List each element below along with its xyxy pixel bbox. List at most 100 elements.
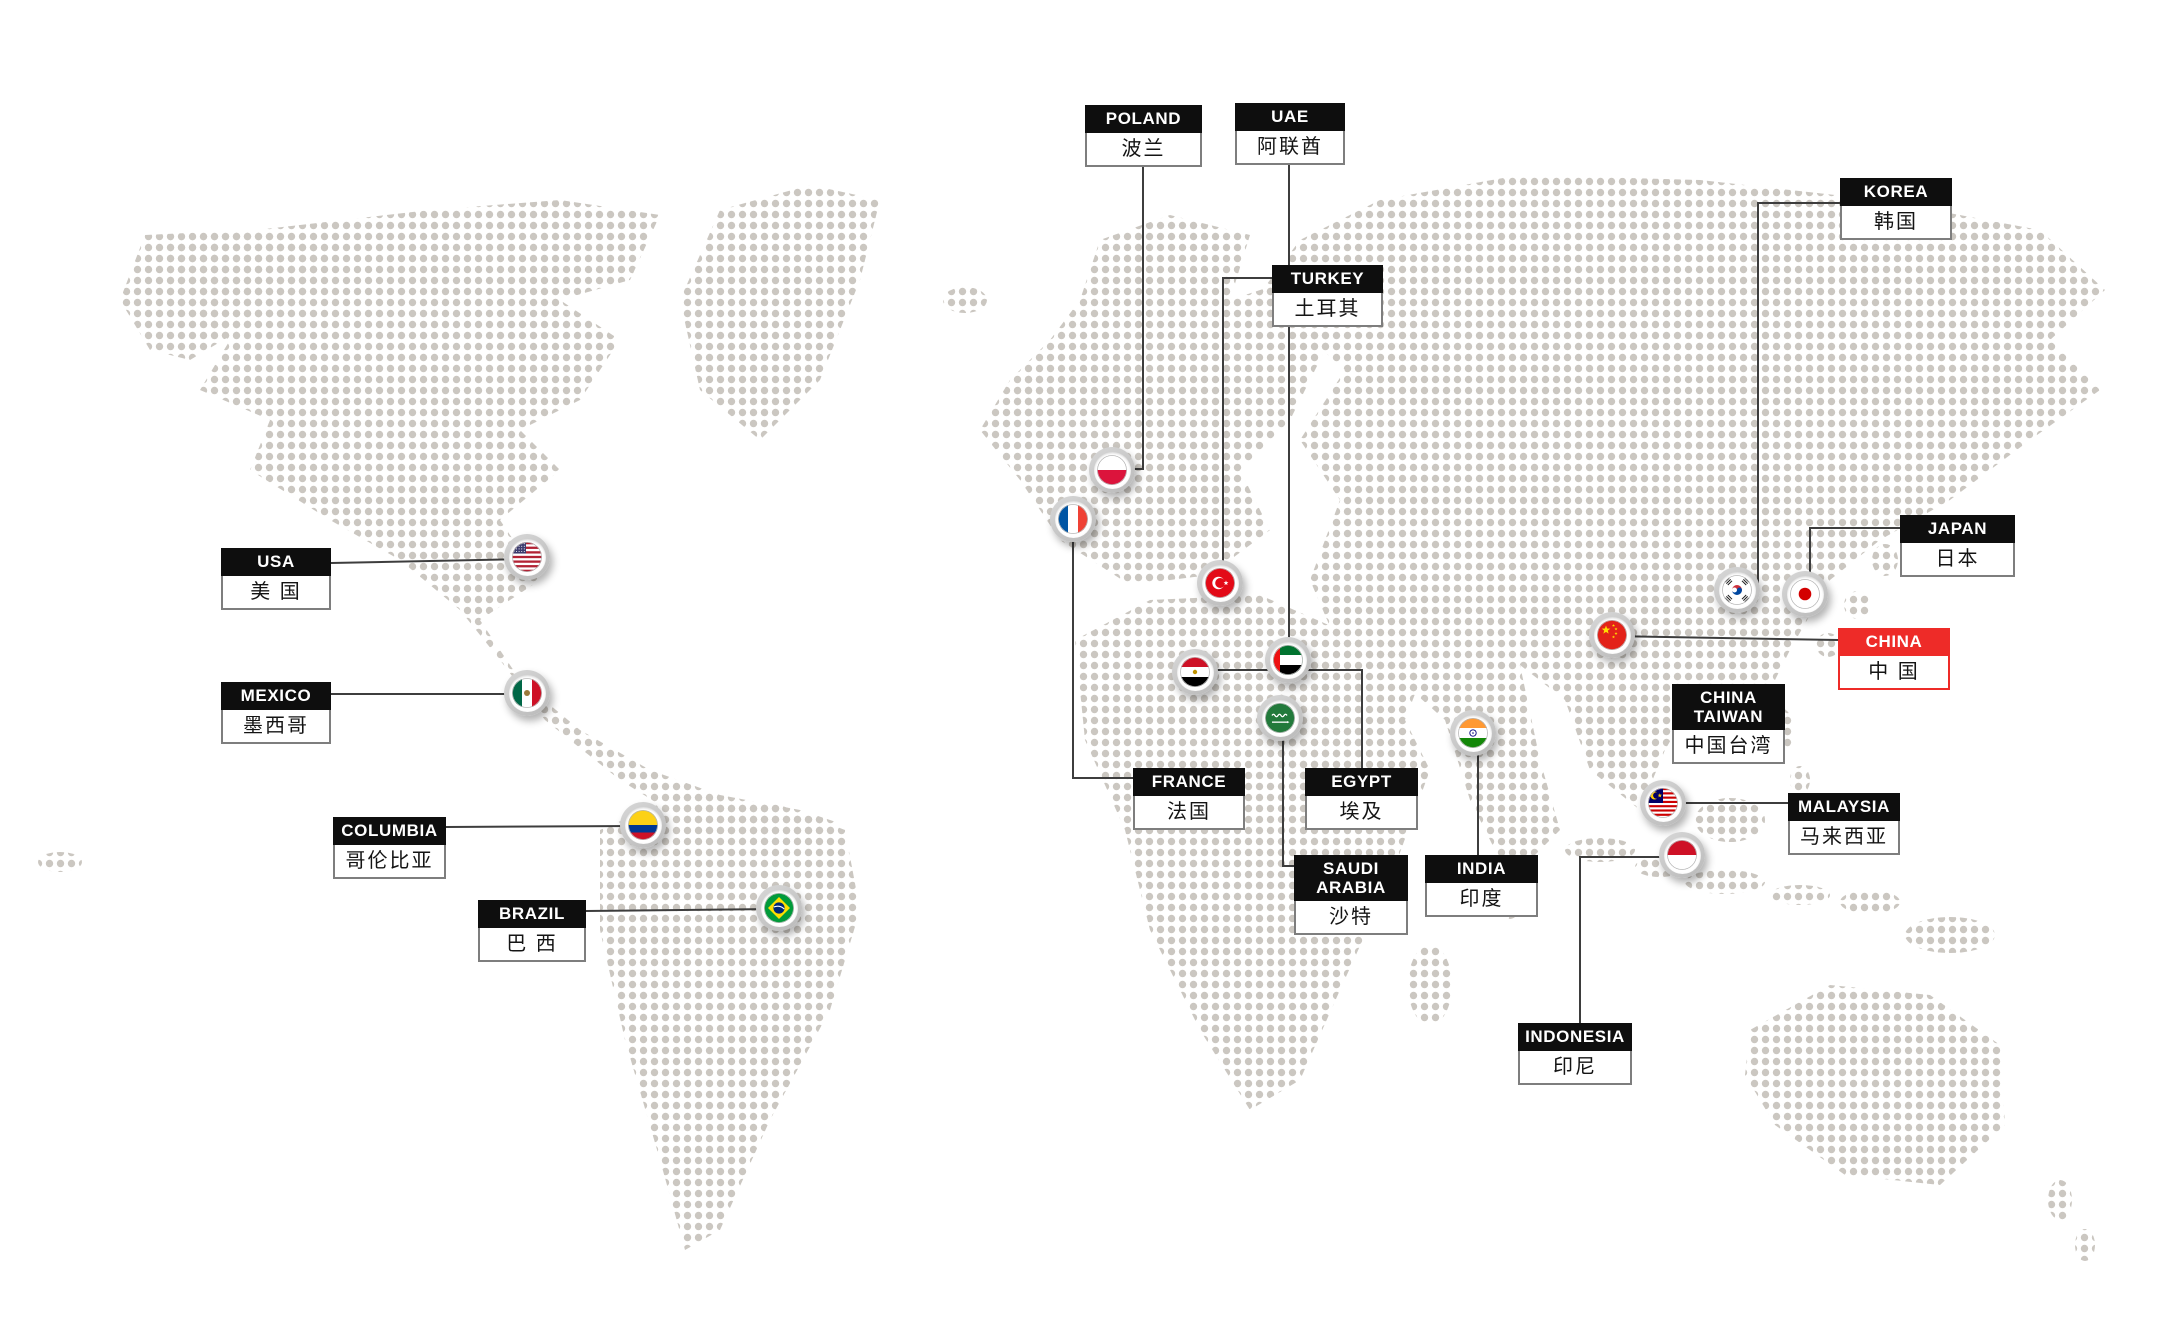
- country-name-zh: 沙特: [1294, 901, 1408, 936]
- flag-pin-indonesia: [1659, 832, 1705, 878]
- continent-shape: [1745, 985, 2005, 1185]
- malaysia-flag-icon: [1644, 784, 1682, 822]
- flag-pin-india: [1450, 710, 1496, 756]
- country-name-en: BRAZIL: [478, 900, 586, 928]
- poland-flag-icon: [1093, 451, 1131, 489]
- connector-line-usa: [330, 558, 528, 564]
- flag-pin-china: [1589, 612, 1635, 658]
- turkey-flag-icon: [1201, 564, 1239, 602]
- mexico-flag-icon: [508, 674, 546, 712]
- country-name-zh: 阿联酋: [1235, 130, 1345, 165]
- country-name-en: KOREA: [1840, 178, 1952, 206]
- country-label-malaysia: MALAYSIA 马来西亚: [1788, 793, 1900, 855]
- island-shape: [1872, 544, 1898, 576]
- flag-pin-usa: [504, 534, 550, 580]
- flag-pin-korea: [1714, 567, 1760, 613]
- flag-pin-turkey: [1197, 560, 1243, 606]
- connector-line-china: [1611, 635, 1839, 641]
- flag-pin-france: [1050, 496, 1096, 542]
- country-name-zh: 哥伦比亚: [333, 844, 446, 879]
- connector-line-brazil: [585, 908, 780, 912]
- connector-line-france: [1072, 541, 1133, 779]
- continent-shape: [980, 215, 1330, 585]
- country-label-korea: KOREA 韩国: [1840, 178, 1952, 240]
- india-flag-icon: [1454, 714, 1492, 752]
- country-name-zh: 墨西哥: [221, 709, 331, 744]
- country-name-zh: 巴 西: [478, 927, 586, 962]
- country-name-en: SAUDI ARABIA: [1294, 855, 1408, 902]
- country-label-china: CHINA 中 国: [1838, 628, 1950, 690]
- country-name-zh: 印尼: [1518, 1050, 1632, 1085]
- flag-pin-saudi_arabia: [1257, 695, 1303, 741]
- flag-pin-egypt: [1172, 649, 1218, 695]
- country-name-en: POLAND: [1085, 105, 1202, 133]
- country-label-egypt: EGYPT 埃及: [1305, 768, 1418, 830]
- connector-line-egypt: [1195, 669, 1363, 768]
- island-shape: [38, 852, 82, 872]
- country-name-en: JAPAN: [1900, 515, 2015, 543]
- country-name-zh: 印度: [1425, 882, 1538, 917]
- country-label-france: FRANCE 法国: [1133, 768, 1245, 830]
- country-label-china_taiwan: CHINA TAIWAN 中国台湾: [1672, 684, 1785, 765]
- continent-shape: [1255, 175, 2105, 880]
- korea-flag-icon: [1718, 571, 1756, 609]
- country-name-en: COLUMBIA: [333, 817, 446, 845]
- country-label-usa: USA 美 国: [221, 548, 331, 610]
- flag-pin-malaysia: [1640, 780, 1686, 826]
- country-name-en: CHINA TAIWAN: [1672, 684, 1785, 731]
- country-name-zh: 土耳其: [1272, 292, 1383, 327]
- country-name-zh: 中国台湾: [1672, 730, 1785, 765]
- country-name-en: CHINA: [1838, 628, 1950, 656]
- continent-shape: [170, 200, 845, 845]
- country-name-en: TURKEY: [1272, 265, 1383, 293]
- brazil-flag-icon: [760, 889, 798, 927]
- island-shape: [1685, 870, 1765, 894]
- country-name-zh: 马来西亚: [1788, 820, 1900, 855]
- country-name-en: MEXICO: [221, 682, 331, 710]
- country-name-zh: 法国: [1133, 795, 1245, 830]
- country-label-saudi_arabia: SAUDI ARABIA 沙特: [1294, 855, 1408, 936]
- island-shape: [943, 287, 987, 313]
- island-shape: [1695, 798, 1765, 842]
- connector-line-columbia: [445, 825, 644, 828]
- france-flag-icon: [1054, 500, 1092, 538]
- country-name-zh: 中 国: [1838, 655, 1950, 690]
- country-label-poland: POLAND 波兰: [1085, 105, 1202, 167]
- country-name-zh: 埃及: [1305, 795, 1418, 830]
- indonesia-flag-icon: [1663, 836, 1701, 874]
- country-label-turkey: TURKEY 土耳其: [1272, 265, 1383, 327]
- country-name-en: FRANCE: [1133, 768, 1245, 796]
- flag-pin-columbia: [620, 802, 666, 848]
- country-name-en: INDONESIA: [1518, 1023, 1632, 1051]
- country-name-en: UAE: [1235, 103, 1345, 131]
- connector-line-turkey: [1222, 277, 1272, 583]
- island-shape: [1015, 374, 1055, 426]
- island-shape: [1790, 766, 1810, 794]
- usa-flag-icon: [508, 538, 546, 576]
- country-label-columbia: COLUMBIA 哥伦比亚: [333, 817, 446, 879]
- island-shape: [2048, 1180, 2072, 1220]
- egypt-flag-icon: [1176, 653, 1214, 691]
- country-label-indonesia: INDONESIA 印尼: [1518, 1023, 1632, 1085]
- flag-pin-mexico: [504, 670, 550, 716]
- island-shape: [1844, 591, 1872, 619]
- country-name-zh: 韩国: [1840, 205, 1952, 240]
- country-name-en: MALAYSIA: [1788, 793, 1900, 821]
- country-name-zh: 美 国: [221, 575, 331, 610]
- country-label-brazil: BRAZIL 巴 西: [478, 900, 586, 962]
- country-name-zh: 波兰: [1085, 132, 1202, 167]
- uae-flag-icon: [1269, 641, 1307, 679]
- country-label-mexico: MEXICO 墨西哥: [221, 682, 331, 744]
- colombia-flag-icon: [624, 806, 662, 844]
- island-shape: [2075, 1229, 2095, 1261]
- island-shape: [1770, 885, 1830, 905]
- country-label-india: INDIA 印度: [1425, 855, 1538, 917]
- country-name-zh: 日本: [1900, 542, 2015, 577]
- saudi-flag-icon: [1261, 699, 1299, 737]
- connector-line-indonesia: [1579, 856, 1682, 1023]
- flag-pin-uae: [1265, 637, 1311, 683]
